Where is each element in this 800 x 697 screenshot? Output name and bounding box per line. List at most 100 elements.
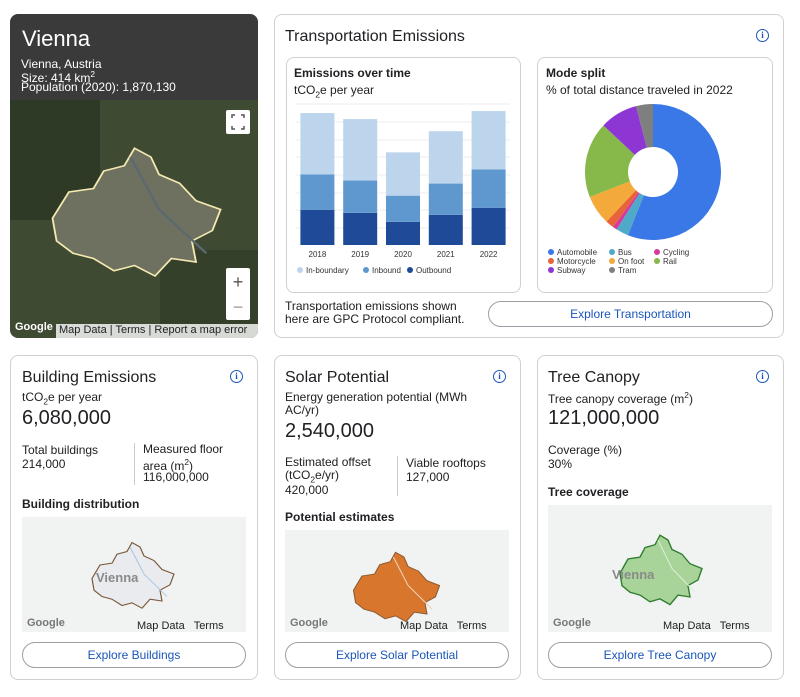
city-header (10, 14, 258, 100)
x-tick-label: 2018 (309, 250, 327, 259)
map-link[interactable]: Report a map error (154, 324, 248, 336)
stat-value: 127,000 (406, 470, 450, 484)
stat-value: 30% (548, 457, 573, 471)
map-link[interactable]: Terms (115, 324, 146, 336)
emissions-chart: 2018 2019 2020 2021 2022 In-boundary Inbound Ou… (296, 103, 510, 275)
mode-split-chart: Automobile Bus Cycling Motorcycle On foot Rai… (548, 104, 721, 275)
bar-segment (428, 183, 463, 215)
bar-segment (386, 221, 420, 245)
explore-button[interactable]: Explore Tree Canopy (548, 642, 772, 668)
legend-label: Rail (663, 257, 677, 266)
unit-sub: 2 (315, 89, 321, 100)
x-tick-label: 2019 (351, 250, 369, 259)
bar-segment (428, 131, 463, 184)
svg-text:+: + (233, 272, 244, 292)
map-link[interactable]: Map Data (137, 620, 185, 632)
explore-button[interactable]: Explore Transportation (488, 301, 773, 327)
map-links: Map Data Terms (663, 620, 750, 632)
stat-value: 116,000,000 (143, 470, 209, 484)
pie-slice (589, 181, 636, 222)
stat-label: Measured floor area (m2) (143, 443, 243, 473)
legend-label: Subway (557, 266, 585, 275)
explore-button[interactable]: Explore Buildings (22, 642, 246, 668)
stat-value: 420,000 (285, 483, 329, 497)
unit-part: tCO (22, 390, 44, 404)
map-link[interactable]: Map Data (400, 620, 448, 632)
map-place: Vienna (96, 570, 139, 585)
chart-subtitle: % of total distance traveled in 2022 (546, 83, 733, 97)
bar-segment (300, 174, 335, 210)
stat-label: Viable rooftops (406, 456, 486, 470)
card-title: Building Emissions (22, 369, 157, 386)
divider (134, 443, 135, 485)
map-brand: Google (290, 617, 328, 629)
map-links: Map Data Terms (400, 620, 487, 632)
stat-label-part: e/yr) (315, 468, 340, 482)
unit-part: e per year (320, 83, 375, 97)
bar-segment (471, 111, 506, 170)
pie-slice (585, 125, 635, 198)
map-link[interactable]: Map Data (59, 324, 107, 336)
legend-swatch (297, 267, 303, 273)
bar-segment (343, 212, 378, 245)
card-title: Solar Potential (285, 369, 390, 386)
map-brand: Google (553, 617, 591, 629)
stat-sup: 2 (184, 457, 190, 467)
pie-slice (603, 106, 647, 155)
bar-segment (343, 180, 378, 213)
metric-value: 121,000,000 (548, 407, 660, 429)
stat-label-part: ) (189, 459, 194, 473)
legend-swatch (609, 267, 615, 273)
stat-label-part: Estimated offset (tCO (285, 455, 371, 482)
size-sup: 2 (90, 69, 96, 79)
map-brand: Google (27, 617, 65, 629)
section-title: Building distribution (22, 497, 140, 511)
map-place: Vienna (612, 567, 655, 582)
map-link[interactable]: Terms (719, 620, 750, 632)
card-title: Tree Canopy (548, 369, 640, 386)
x-tick-label: 2021 (437, 250, 455, 259)
unit-sup: 2 (684, 390, 689, 400)
x-tick-label: 2022 (480, 250, 498, 259)
legend-label: On foot (618, 257, 645, 266)
metric-value: 2,540,000 (285, 420, 374, 442)
legend-label: Motorcycle (557, 257, 596, 266)
legend-swatch (548, 249, 554, 255)
card-title: Transportation Emissions (285, 28, 465, 45)
explore-button[interactable]: Explore Solar Potential (285, 642, 509, 668)
map-link[interactable]: Terms (456, 620, 487, 632)
city-map: + − (10, 100, 258, 338)
stat-label: Estimated offset (tCO2e/yr) (285, 456, 390, 486)
size-label: Size: 414 km (21, 71, 91, 85)
info-icon[interactable]: i (756, 29, 769, 42)
map-link[interactable]: Map Data (663, 620, 711, 632)
info-icon[interactable]: i (230, 370, 243, 383)
legend-label: Automobile (557, 248, 598, 257)
unit-sub: 2 (43, 396, 49, 407)
map-links: Map Data Terms (137, 620, 224, 632)
divider (397, 456, 398, 496)
map-link[interactable]: Terms (193, 620, 224, 632)
bar-segment (386, 152, 420, 196)
stat-label: Total buildings (22, 443, 99, 457)
metric-unit: Tree canopy coverage (m2) (548, 390, 693, 406)
pie-slice (636, 104, 653, 148)
city-title: Vienna (22, 26, 91, 51)
chart-title: Mode split (546, 66, 606, 80)
info-icon[interactable]: i (756, 370, 769, 383)
legend-label: Tram (618, 266, 637, 275)
section-title: Potential estimates (285, 510, 395, 524)
map-links: Map Data | Terms | Report a map error (59, 324, 248, 336)
note: Transportation emissions shown here are … (285, 299, 465, 326)
legend-swatch (609, 249, 615, 255)
pie-slice (613, 192, 640, 230)
bar-segment (300, 113, 335, 175)
legend-swatch (548, 258, 554, 264)
bar-segment (386, 195, 420, 222)
city-card: Vienna Vienna, Austria Size: 414 km2 Pop… (10, 14, 258, 338)
bar-segment (471, 207, 506, 245)
info-icon[interactable]: i (493, 370, 506, 383)
section-title: Tree coverage (548, 485, 629, 499)
bar-segment (428, 214, 463, 245)
